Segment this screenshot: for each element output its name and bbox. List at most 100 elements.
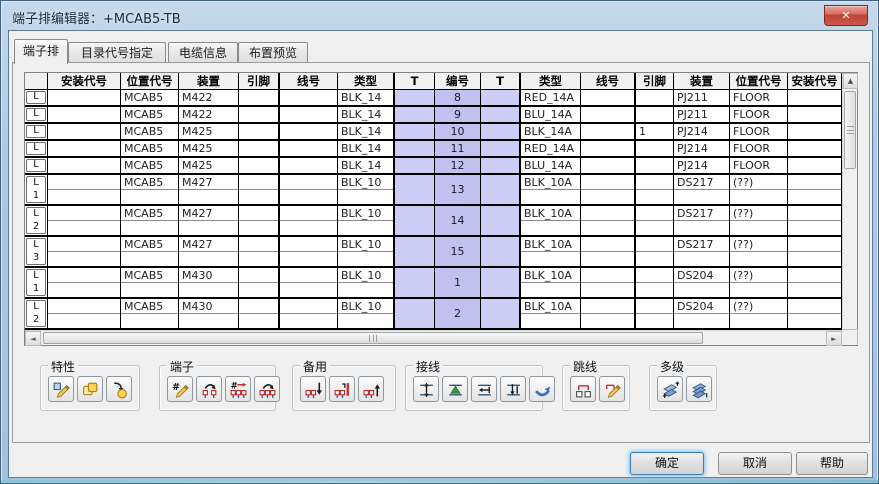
grid-cell-col-location-right[interactable]: FLOOR (730, 141, 788, 156)
grid-cell-col-t-left[interactable] (395, 90, 435, 105)
grid-cell-col-type-right[interactable]: BLK_10A (521, 237, 581, 266)
grid-cell-col-t-left[interactable] (395, 206, 435, 235)
grid-cell-col-device-right[interactable]: DS217 (674, 237, 730, 266)
grid-header-col-type-right[interactable]: 类型 (521, 73, 581, 89)
grid-cell-col-device-left[interactable]: M427 (179, 206, 239, 235)
insert-wire-button[interactable] (471, 376, 497, 402)
grid-cell-col-wire-right[interactable] (581, 299, 636, 328)
grid-cell-col-pin-left[interactable] (239, 107, 280, 122)
scroll-right-icon[interactable]: ► (826, 331, 842, 346)
grid-cell-row-header[interactable]: L (25, 124, 48, 139)
grid-cell-col-type-right[interactable]: BLK_14A (521, 124, 581, 139)
table-row[interactable]: L MCAB5 M425 BLK_14 11 RED_14A PJ214 FLOOR (25, 141, 842, 158)
table-row[interactable]: L MCAB5 M422 BLK_14 9 BLU_14A PJ211 FLOOR (25, 107, 842, 124)
grid-header-col-t-left[interactable]: T (395, 73, 435, 89)
insert-spare-below-button[interactable] (300, 376, 326, 402)
grid-cell-col-installation-right[interactable] (788, 90, 842, 105)
grid-cell-col-location-right[interactable]: (??) (730, 299, 788, 328)
grid-cell-col-number[interactable]: 15 (435, 237, 481, 266)
reorder-terminal-button[interactable] (254, 376, 280, 402)
grid-cell-col-installation-right[interactable] (788, 107, 842, 122)
table-row[interactable]: L MCAB5 M422 BLK_14 8 RED_14A PJ211 FLOOR (25, 90, 842, 107)
remove-level-button[interactable] (686, 376, 712, 402)
grid-cell-col-device-left[interactable]: M425 (179, 141, 239, 156)
grid-header-col-number[interactable]: 编号 (435, 73, 481, 89)
grid-cell-col-type-right[interactable]: BLK_10A (521, 268, 581, 297)
grid-cell-col-type-left[interactable]: BLK_10 (338, 206, 395, 235)
grid-cell-col-t-right[interactable] (481, 206, 521, 235)
table-row[interactable]: L 2 MCAB5 M427 BLK_10 14 BLK_10A DS217 (??) (25, 206, 842, 237)
grid-cell-col-pin-left[interactable] (239, 90, 280, 105)
grid-cell-col-installation-right[interactable] (788, 175, 842, 204)
grid-cell-col-installation-left[interactable] (48, 237, 121, 266)
grid-cell-col-t-right[interactable] (481, 158, 521, 173)
grid-cell-col-pin-left[interactable] (239, 237, 280, 266)
grid-cell-col-wire-left[interactable] (280, 124, 338, 139)
grid-cell-col-t-right[interactable] (481, 107, 521, 122)
grid-cell-col-wire-right[interactable] (581, 141, 636, 156)
grid-cell-col-device-left[interactable]: M430 (179, 299, 239, 328)
grid-cell-col-installation-right[interactable] (788, 237, 842, 266)
row-header-box[interactable]: L (26, 108, 46, 121)
grid-cell-col-type-left[interactable]: BLK_10 (338, 268, 395, 297)
grid-cell-col-wire-left[interactable] (280, 175, 338, 204)
title-bar[interactable]: 端子排编辑器：+MCAB5-TB ✕ (1, 1, 878, 31)
grid-cell-col-installation-left[interactable] (48, 141, 121, 156)
scroll-up-icon[interactable]: ▲ (843, 73, 858, 89)
grid-cell-col-installation-left[interactable] (48, 158, 121, 173)
insert-spare-above-button[interactable] (358, 376, 384, 402)
grid-cell-row-header[interactable]: L (25, 90, 48, 105)
move-wire-button[interactable] (413, 376, 439, 402)
grid-cell-col-number[interactable]: 9 (435, 107, 481, 122)
renumber-terminal-button[interactable]: # (167, 376, 193, 402)
grid-cell-col-type-right[interactable]: RED_14A (521, 141, 581, 156)
grid-cell-col-t-right[interactable] (481, 299, 521, 328)
grid-cell-col-number[interactable]: 1 (435, 268, 481, 297)
tab-terminal-strip[interactable]: 端子排 (14, 39, 68, 64)
delete-wire-button[interactable] (500, 376, 526, 402)
horizontal-scroll-thumb[interactable] (43, 332, 703, 344)
table-row[interactable]: L 1 MCAB5 M427 BLK_10 13 BLK_10A DS217 (??) (25, 175, 842, 206)
grid-cell-col-number[interactable]: 14 (435, 206, 481, 235)
grid-cell-col-t-right[interactable] (481, 124, 521, 139)
grid-cell-col-wire-right[interactable] (581, 237, 636, 266)
grid-cell-col-location-left[interactable]: MCAB5 (121, 206, 179, 235)
grid-cell-col-location-left[interactable]: MCAB5 (121, 268, 179, 297)
grid-cell-col-type-right[interactable]: BLU_14A (521, 107, 581, 122)
grid-cell-col-t-left[interactable] (395, 141, 435, 156)
grid-header-col-installation-left[interactable]: 安装代号 (48, 73, 121, 89)
grid-cell-col-device-left[interactable]: M430 (179, 268, 239, 297)
grid-cell-col-type-right[interactable]: RED_14A (521, 90, 581, 105)
grid-cell-col-wire-left[interactable] (280, 107, 338, 122)
vertical-scrollbar[interactable]: ▲ ▼ (842, 73, 858, 345)
grid-cell-col-location-left[interactable]: MCAB5 (121, 158, 179, 173)
grid-cell-col-device-right[interactable]: DS204 (674, 299, 730, 328)
grid-cell-col-pin-right[interactable] (636, 175, 674, 204)
grid-cell-col-type-right[interactable]: BLU_14A (521, 158, 581, 173)
row-header-box[interactable]: L (26, 142, 46, 155)
grid-cell-col-device-right[interactable]: DS217 (674, 206, 730, 235)
grid-cell-col-installation-right[interactable] (788, 158, 842, 173)
grid-cell-col-type-left[interactable]: BLK_14 (338, 158, 395, 173)
grid-cell-col-t-right[interactable] (481, 90, 521, 105)
grid-header-col-device-left[interactable]: 装置 (179, 73, 239, 89)
table-row[interactable]: L 2 MCAB5 M430 BLK_10 2 BLK_10A DS204 (??) (25, 299, 842, 330)
grid-cell-col-pin-right[interactable]: 1 (636, 124, 674, 139)
grid-cell-col-pin-right[interactable] (636, 299, 674, 328)
grid-cell-col-installation-left[interactable] (48, 206, 121, 235)
grid-header-col-wire-right[interactable]: 线号 (581, 73, 636, 89)
grid-cell-col-location-right[interactable]: FLOOR (730, 107, 788, 122)
grid-cell-col-location-left[interactable]: MCAB5 (121, 90, 179, 105)
grid-cell-col-location-right[interactable]: FLOOR (730, 158, 788, 173)
edit-jumper-button[interactable] (599, 376, 625, 402)
grid-cell-col-t-right[interactable] (481, 141, 521, 156)
row-header-box[interactable]: L (26, 125, 46, 138)
copy-properties-button[interactable] (77, 376, 103, 402)
table-row[interactable]: L MCAB5 M425 BLK_14 12 BLU_14A PJ214 FLOOR (25, 158, 842, 175)
grid-cell-col-installation-right[interactable] (788, 124, 842, 139)
